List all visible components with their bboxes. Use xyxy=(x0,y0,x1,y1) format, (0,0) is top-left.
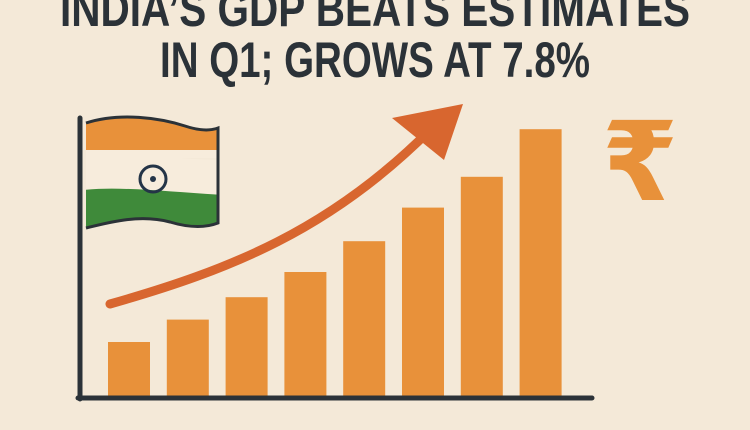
bar-7 xyxy=(460,176,503,398)
headline-line-2: IN Q1; GROWS AT 7.8% xyxy=(160,32,590,88)
india-flag-icon xyxy=(85,115,220,230)
trend-arrow-icon xyxy=(105,104,463,309)
ashoka-chakra-icon xyxy=(138,164,168,194)
bar-group xyxy=(108,129,562,398)
bar-4 xyxy=(284,272,327,398)
bar-1 xyxy=(108,342,150,398)
rupee-icon: ₹ xyxy=(602,98,679,226)
bar-3 xyxy=(225,297,268,398)
bar-8 xyxy=(519,129,562,398)
bar-6 xyxy=(402,207,444,398)
bar-5 xyxy=(343,241,386,398)
bar-2 xyxy=(166,319,209,398)
headline-line-1: INDIA’S GDP BEATS ESTIMATES xyxy=(60,0,690,37)
